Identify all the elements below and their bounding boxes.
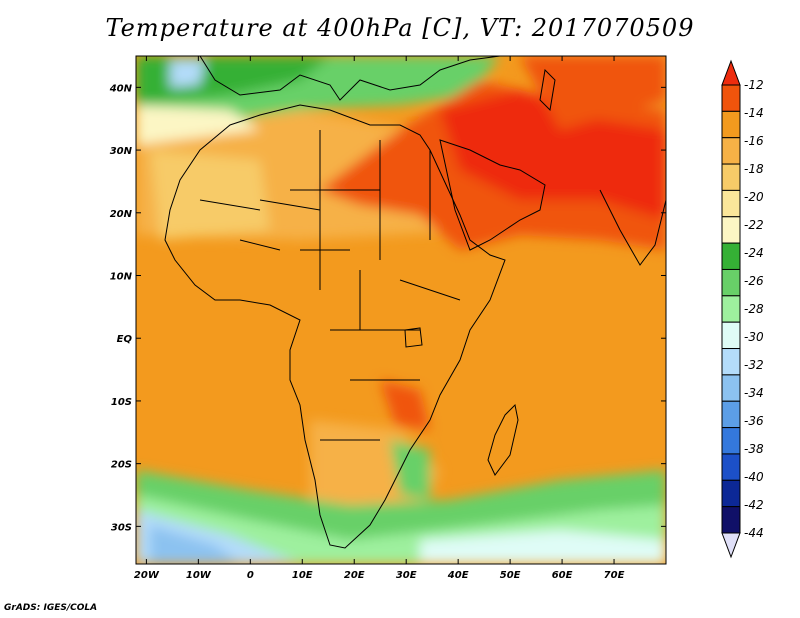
coastlines-and-borders [164,56,666,549]
colorbar-box [721,348,741,376]
latitude-ticks: 40N 30N 20N 10N EQ 10S 20S 30S [109,83,666,533]
caspian-sea [539,68,556,112]
lon-tick-label: 20W [134,570,160,581]
map-title: Temperature at 400hPa [C], VT: 201707050… [105,14,695,42]
africa-coastline [164,104,506,549]
field-nw-pale [136,105,260,145]
madagascar-coastline [487,403,519,476]
lon-tick-label: 70E [604,570,625,581]
colorbar-box [721,427,741,455]
lon-tick-label: 0 [247,570,254,581]
colorbar-box [721,453,741,481]
lat-tick-label: 10N [110,272,133,283]
lat-tick-label: 20S [111,460,132,471]
arabia-coastline [439,139,546,251]
field-zambia-warm [380,380,430,430]
field-mideast-hot [440,90,666,220]
lat-tick-label: EQ [117,334,133,345]
colorbar-bottom-arrow [721,532,741,559]
colorbar-box [721,479,741,508]
colorbar-box [721,374,741,402]
colorbar-box [721,84,741,112]
colorbar-box [721,506,741,534]
field-ne-warm [520,56,666,130]
lake-victoria [404,327,423,348]
field-sahel-patch [150,150,270,240]
colorbar-label: -24 [744,246,764,260]
credit-text: GrADS: IGES/COLA [4,603,98,613]
field-se-pale [420,530,666,564]
field-atlantic-blue [170,60,205,88]
colorbar-label: -36 [744,414,764,428]
lon-tick-label: 30E [396,570,417,581]
colorbar-box [721,189,741,218]
colorbar-label: -12 [744,78,764,92]
europe-coastline [199,56,501,101]
colorbar-box [721,295,741,323]
lon-tick-label: 60E [552,570,573,581]
colorbar-label: -42 [744,498,764,512]
lat-tick-label: 20N [110,209,133,220]
colorbar-label: -28 [744,302,764,316]
colorbar-box [721,163,741,191]
colorbar-box [721,268,741,297]
colorbar-label: -18 [744,162,764,176]
lon-tick-label: 40E [447,570,469,581]
field-sw-darkblue [150,525,240,564]
colorbar-box [721,110,741,139]
colorbar-label: -22 [744,218,764,232]
colorbar-label: -44 [744,526,764,540]
lat-tick-label: 10S [111,397,132,408]
colorbar-label: -20 [744,190,764,204]
colorbar: -12 -14 -16 -18 -20 -22 -24 -26 -28 -30 -32 -34 -36 -… [721,59,764,559]
colorbar-box [721,137,741,165]
colorbar-box [721,216,741,244]
longitude-ticks: 20W 10W 0 10E 20E 30E 40E 50E 60E 70E [134,56,625,581]
colorbar-label: -14 [744,106,764,120]
colorbar-label: -38 [744,442,764,456]
colorbar-box [721,321,741,350]
colorbar-label: -34 [744,386,764,400]
colorbar-label: -32 [744,358,764,372]
lat-tick-label: 30S [111,522,132,533]
lon-tick-label: 20E [344,570,365,581]
lat-tick-label: 30N [110,146,133,157]
colorbar-top-arrow [721,59,741,86]
colorbar-label: -40 [744,470,764,484]
colorbar-label: -26 [744,274,764,288]
lon-tick-label: 50E [500,570,521,581]
lon-tick-label: 10W [186,570,212,581]
field-mozambique-green [390,440,430,500]
border-lines [199,130,461,441]
lon-tick-label: 10E [292,570,313,581]
colorbar-label: -16 [744,134,764,148]
colorbar-label: -30 [744,330,764,344]
india-coastline [599,189,666,266]
colorbar-box [721,242,741,270]
map-frame [135,55,667,565]
lat-tick-label: 40N [109,83,133,94]
temperature-field [136,56,666,564]
colorbar-box [721,400,741,429]
